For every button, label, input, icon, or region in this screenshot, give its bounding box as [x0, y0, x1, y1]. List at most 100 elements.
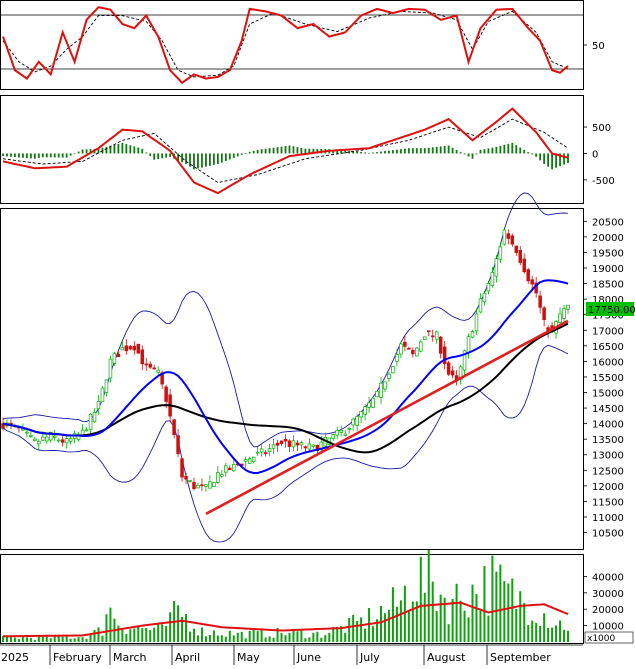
price-tick-label: 19500 [592, 248, 624, 259]
volume-bar [328, 632, 331, 642]
stochastic-k-line [2, 6, 569, 85]
macd-histogram-bar [439, 146, 442, 154]
volume-bar [423, 592, 426, 642]
macd-histogram-bar [396, 149, 398, 154]
macd-histogram-bar [308, 148, 311, 154]
macd-histogram-bar [499, 145, 502, 154]
macd-histogram-bar [185, 153, 187, 165]
macd-histogram-bar [89, 149, 92, 154]
macd-histogram-bar [539, 153, 542, 161]
volume-bar [9, 637, 12, 642]
macd-histogram-bar [471, 153, 474, 159]
moving-average-short [2, 279, 569, 474]
volume-bar [364, 628, 367, 642]
volume-bar [527, 624, 530, 642]
macd-histogram-bar [348, 150, 351, 154]
volume-bar [399, 600, 402, 642]
candle-body [84, 429, 89, 432]
month-label: March [113, 651, 147, 664]
macd-histogram-bar [372, 152, 374, 154]
candle-body [343, 433, 347, 436]
candle-body [526, 269, 530, 282]
macd-histogram-bar [276, 147, 279, 154]
volume-bar [256, 631, 259, 642]
macd-histogram-bar [455, 149, 458, 154]
candle-body [172, 419, 176, 436]
candle-body [359, 411, 363, 418]
volume-bar [276, 628, 279, 642]
candle-body [152, 367, 156, 370]
macd-histogram-bar [399, 149, 402, 154]
candle-body [224, 465, 228, 473]
macd-histogram-bar [503, 144, 506, 154]
volume-bar [471, 584, 474, 642]
price-tick-label: 16000 [592, 357, 624, 368]
macd-histogram-bar [336, 149, 339, 154]
candle-body [498, 246, 503, 260]
macd-histogram-bar [6, 153, 8, 157]
candle-body [403, 341, 407, 347]
candle-body [510, 235, 515, 245]
volume-bar [296, 631, 299, 642]
volume-bar [356, 621, 359, 642]
volume-bar [455, 583, 458, 642]
volume-bar [475, 594, 478, 642]
volume-bar [368, 608, 371, 642]
candle-body [486, 283, 491, 292]
candle-body [466, 336, 471, 354]
macd-histogram-bar [535, 153, 538, 157]
candle-body [88, 413, 93, 430]
candle-body [144, 363, 148, 366]
volume-tick-label: 30000 [592, 589, 624, 600]
volume-bar [2, 635, 4, 642]
candle-body [33, 438, 37, 441]
macd-histogram-bar [296, 147, 299, 154]
candle-body [303, 446, 308, 449]
candle-body [502, 229, 507, 245]
macd-histogram-bar [431, 147, 434, 154]
stochastic-tick-label: 50 [592, 41, 605, 52]
macd-histogram-bar [228, 153, 231, 160]
candle-body [68, 438, 73, 442]
volume-chart [2, 550, 569, 642]
volume-bar [539, 625, 542, 642]
price-tick-label: 12500 [592, 466, 624, 477]
macd-histogram-bar [555, 153, 557, 168]
macd-histogram-bar [189, 153, 191, 167]
candle-body [442, 346, 447, 365]
macd-histogram-bar [340, 150, 343, 154]
candle-body [148, 363, 152, 368]
candle-body [120, 347, 125, 351]
candle-body [446, 362, 451, 375]
candle-body [482, 292, 487, 303]
volume-bar [133, 628, 136, 642]
macd-histogram-bar [463, 153, 466, 155]
candle-body [41, 436, 45, 441]
volume-bar [177, 605, 180, 642]
price-tick-label: 14500 [592, 404, 624, 415]
unit-label: x1000 [587, 634, 616, 644]
candle-body [136, 343, 141, 354]
volume-bar [165, 625, 168, 642]
volume-bar [531, 620, 534, 642]
macd-histogram-bar [85, 149, 88, 154]
volume-bar [443, 597, 446, 642]
candle-body [228, 467, 232, 471]
volume-bar [189, 631, 192, 642]
price-tick-label: 14000 [592, 420, 624, 431]
candle-body [291, 440, 296, 448]
volume-bar [280, 633, 283, 642]
macd-histogram-bar [415, 148, 418, 154]
macd-panel [0, 95, 584, 204]
macd-histogram-bar [69, 153, 72, 156]
macd-histogram-bar [260, 149, 263, 154]
macd-histogram-bar [284, 146, 287, 154]
macd-histogram-bar [411, 148, 414, 154]
macd-histogram-bar [117, 143, 120, 154]
volume-bar [308, 637, 311, 642]
candle-body [315, 444, 320, 452]
macd-histogram-bar [216, 153, 219, 165]
macd-histogram-bar [73, 153, 76, 155]
macd-histogram-bar [547, 153, 550, 167]
price-tick-label: 13500 [592, 435, 624, 446]
